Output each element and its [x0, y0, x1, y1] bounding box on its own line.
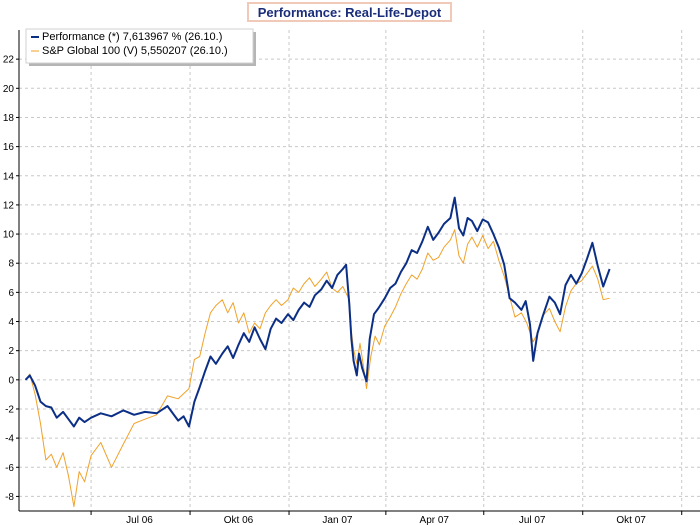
y-tick-label: 22 [3, 55, 15, 66]
series-layer [24, 196, 611, 508]
y-tick-label: 4 [8, 317, 14, 328]
y-tick-label: 14 [3, 171, 15, 182]
performance-series-line [24, 196, 611, 428]
y-tick-label: -8 [5, 492, 14, 503]
legend-entry: Performance (*) 7,613967 % (26.10.) [42, 31, 222, 43]
y-tick-label: -4 [5, 434, 14, 445]
y-tick-label: -6 [5, 463, 14, 474]
y-tick-label: 20 [3, 84, 15, 95]
x-tick-label: Apr 07 [420, 515, 450, 525]
legend-entry: S&P Global 100 (V) 5,550207 (26.10.) [42, 45, 228, 57]
y-tick-label: 6 [8, 288, 14, 299]
y-tick-label: -2 [5, 404, 14, 415]
chart-title: Performance: Real-Life-Depot [247, 2, 452, 22]
y-tick-label: 10 [3, 230, 15, 241]
y-tick-label: 2 [8, 346, 14, 357]
legend: Performance (*) 7,613967 % (26.10.) S&P G… [25, 28, 256, 66]
axes: -8 -6 -4 -2 0 2 4 6 8 10 12 14 16 18 20 22 Jul 06 Okt 06 J… [3, 30, 700, 525]
x-tick-label: Okt 07 [616, 515, 646, 525]
x-tick-label: Okt 06 [224, 515, 254, 525]
y-tick-label: 16 [3, 142, 15, 153]
x-tick-label: Jan 07 [322, 515, 352, 525]
y-tick-label: 0 [8, 375, 14, 386]
y-tick-label: 8 [8, 259, 14, 270]
x-tick-label: Jul 07 [519, 515, 546, 525]
legend-box [25, 28, 254, 64]
x-tick-label: Jul 06 [126, 515, 153, 525]
y-tick-label: 18 [3, 113, 15, 124]
y-tick-label: 12 [3, 200, 15, 211]
